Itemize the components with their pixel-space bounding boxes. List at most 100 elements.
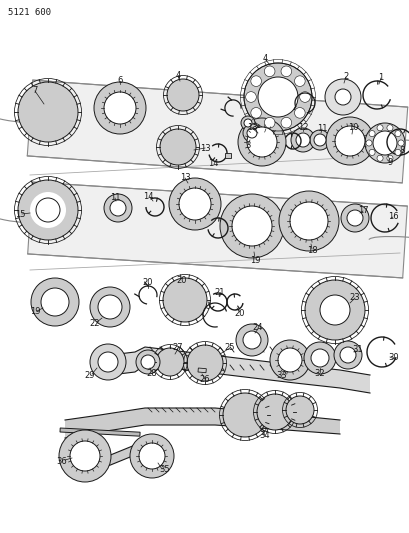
Circle shape	[237, 118, 285, 166]
Circle shape	[285, 396, 313, 424]
Circle shape	[386, 125, 392, 131]
Text: 33: 33	[276, 372, 287, 381]
Text: 19: 19	[30, 308, 40, 317]
Circle shape	[397, 140, 403, 146]
Circle shape	[231, 206, 271, 246]
Text: 23: 23	[349, 293, 360, 302]
Circle shape	[334, 126, 364, 156]
Text: 13: 13	[246, 123, 257, 132]
Circle shape	[277, 348, 301, 372]
Circle shape	[299, 92, 310, 102]
Text: 12: 12	[297, 123, 308, 132]
Circle shape	[243, 124, 261, 142]
Text: 31: 31	[352, 345, 362, 354]
Circle shape	[139, 443, 164, 469]
Circle shape	[179, 188, 211, 220]
Text: 7: 7	[32, 85, 38, 94]
Circle shape	[319, 295, 349, 325]
Bar	[225, 153, 230, 158]
Circle shape	[278, 191, 338, 251]
Circle shape	[36, 198, 60, 222]
Circle shape	[334, 89, 350, 105]
Circle shape	[289, 202, 327, 240]
Circle shape	[90, 344, 126, 380]
Circle shape	[243, 119, 252, 127]
Text: 29: 29	[85, 370, 95, 379]
Circle shape	[94, 82, 146, 134]
Polygon shape	[27, 80, 407, 183]
Bar	[60, 428, 140, 436]
Circle shape	[303, 342, 335, 374]
Circle shape	[394, 149, 400, 156]
Text: 21: 21	[214, 287, 225, 296]
Text: 8: 8	[398, 146, 404, 155]
Text: 34: 34	[259, 432, 270, 440]
Circle shape	[325, 117, 373, 165]
Text: 14: 14	[207, 158, 218, 167]
Circle shape	[257, 77, 297, 117]
Text: 20: 20	[142, 278, 153, 287]
Circle shape	[98, 295, 122, 319]
Circle shape	[333, 341, 361, 369]
Text: 27: 27	[172, 343, 183, 352]
Circle shape	[368, 149, 374, 156]
Circle shape	[290, 128, 314, 152]
Bar	[198, 368, 206, 373]
Text: 9: 9	[387, 157, 392, 166]
Circle shape	[246, 127, 276, 157]
Text: 20: 20	[234, 309, 245, 318]
Text: 24: 24	[252, 324, 263, 333]
Text: 28: 28	[146, 368, 157, 377]
Text: 32: 32	[314, 368, 324, 377]
Text: 20: 20	[176, 276, 187, 285]
Circle shape	[264, 66, 274, 77]
Circle shape	[222, 393, 266, 437]
Text: 4: 4	[262, 53, 267, 62]
Text: 5121 600: 5121 600	[8, 8, 51, 17]
Circle shape	[295, 133, 309, 147]
Circle shape	[372, 131, 396, 155]
Circle shape	[160, 129, 196, 165]
Circle shape	[310, 349, 328, 367]
Circle shape	[163, 278, 207, 322]
Text: 3: 3	[245, 141, 250, 149]
Circle shape	[130, 434, 173, 478]
Text: 11: 11	[110, 192, 120, 201]
Text: 2: 2	[343, 71, 348, 80]
Text: 30: 30	[388, 353, 398, 362]
Circle shape	[220, 194, 283, 258]
Circle shape	[313, 134, 325, 146]
Circle shape	[364, 123, 404, 163]
Text: 36: 36	[56, 456, 67, 465]
Circle shape	[104, 194, 132, 222]
Circle shape	[98, 352, 118, 372]
Circle shape	[294, 76, 304, 86]
Circle shape	[240, 116, 254, 130]
Circle shape	[250, 108, 261, 118]
Text: 35: 35	[159, 465, 170, 474]
Circle shape	[256, 394, 292, 430]
Circle shape	[264, 117, 274, 128]
Circle shape	[346, 210, 362, 226]
Text: 11: 11	[316, 124, 326, 133]
Circle shape	[368, 131, 374, 136]
Circle shape	[70, 441, 100, 471]
Circle shape	[18, 180, 78, 240]
Circle shape	[304, 280, 364, 340]
Circle shape	[394, 131, 400, 136]
Text: 1: 1	[378, 72, 383, 82]
Circle shape	[386, 155, 392, 161]
Circle shape	[187, 345, 222, 381]
Circle shape	[376, 125, 382, 131]
Text: 15: 15	[15, 209, 25, 219]
Text: 13: 13	[179, 173, 190, 182]
Circle shape	[324, 79, 360, 115]
Circle shape	[365, 140, 371, 146]
Circle shape	[270, 340, 309, 380]
Circle shape	[18, 82, 78, 142]
Text: 16: 16	[387, 212, 397, 221]
Circle shape	[169, 178, 220, 230]
Text: 26: 26	[199, 376, 210, 384]
Text: 19: 19	[249, 255, 260, 264]
Text: 13: 13	[199, 143, 210, 152]
